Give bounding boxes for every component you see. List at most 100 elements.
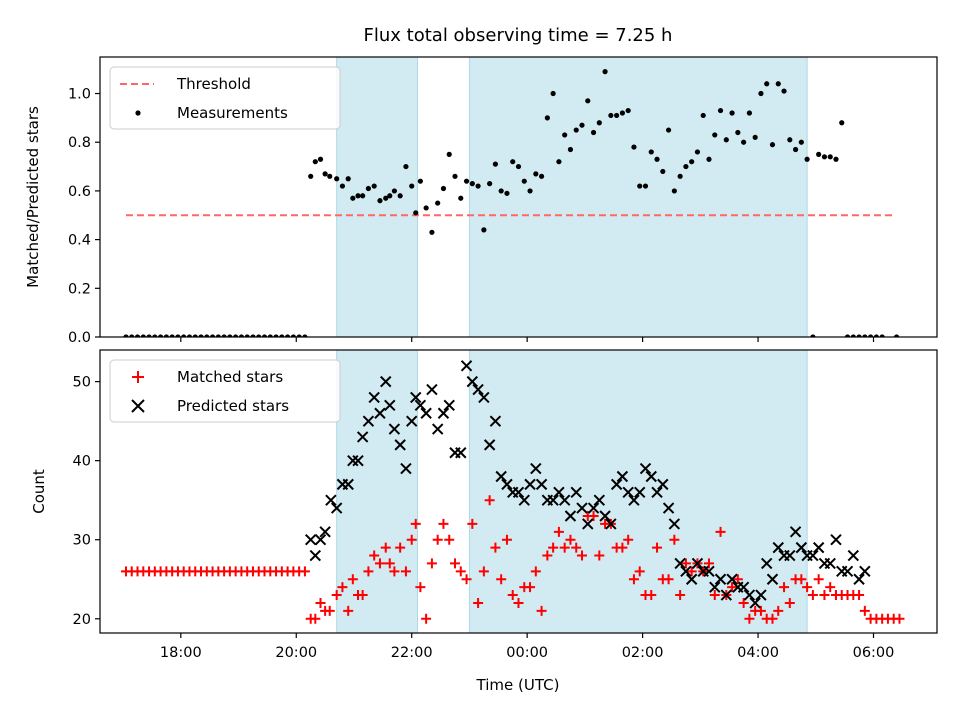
predicted-star-point	[410, 391, 422, 404]
measurement-point	[169, 334, 175, 337]
measurement-point	[602, 69, 608, 75]
measurement-point	[383, 195, 389, 201]
legend-label: Measurements	[177, 104, 288, 122]
y-tick-label: 0.2	[68, 281, 91, 297]
predicted-star-point	[518, 494, 530, 506]
matched-star-point	[559, 542, 570, 553]
measurement-point	[804, 156, 810, 162]
predicted-star-point	[530, 462, 542, 475]
matched-star-point	[703, 558, 714, 569]
predicted-star-point	[374, 407, 386, 419]
measurement-point	[423, 205, 429, 211]
matched-star-point	[686, 566, 697, 577]
x-tick-label: 18:00	[160, 645, 202, 661]
measurement-point	[873, 334, 879, 337]
matched-star-point	[478, 566, 489, 577]
measurement-point	[677, 173, 683, 179]
measurement-point	[322, 171, 328, 177]
matched-star-point	[755, 605, 766, 616]
matched-star-point	[859, 605, 870, 616]
matched-star-point	[542, 550, 553, 561]
predicted-star-point	[784, 549, 796, 562]
matched-star-point	[369, 550, 380, 561]
predicted-star-point	[847, 549, 860, 562]
measurement-point	[371, 183, 377, 189]
measurement-point	[186, 334, 193, 337]
y-axis-label: Count	[30, 469, 48, 514]
matched-star-point	[410, 518, 421, 529]
x-tick-label: 02:00	[622, 645, 664, 661]
measurement-point	[637, 183, 643, 189]
y-tick-label: 30	[73, 533, 91, 549]
predicted-star-point	[352, 454, 364, 467]
measurement-point	[391, 188, 397, 194]
measurement-point	[198, 334, 204, 337]
predicted-star-point	[761, 557, 773, 570]
measurement-point	[458, 195, 464, 201]
measurement-point	[296, 334, 302, 337]
predicted-star-point	[657, 478, 669, 491]
predicted-star-point	[576, 502, 588, 514]
matched-star-point	[374, 558, 385, 569]
predicted-star-point	[466, 375, 479, 388]
measurement-point	[129, 334, 135, 337]
predicted-star-point	[582, 518, 594, 530]
predicted-star-point	[460, 360, 473, 372]
predicted-star-point	[755, 589, 767, 601]
measurement-point	[562, 132, 568, 138]
predicted-star-point	[691, 557, 704, 570]
measurement-point	[355, 193, 361, 199]
predicted-star-point	[749, 597, 761, 609]
matched-star-point	[715, 526, 726, 537]
measurement-point	[209, 334, 216, 337]
predicted-star-point	[605, 518, 617, 530]
measurement-point	[339, 183, 346, 189]
measurement-point	[267, 334, 273, 337]
measurement-point	[792, 146, 799, 153]
x-axis-label: Time (UTC)	[476, 676, 560, 694]
plot-frame	[99, 349, 938, 634]
matched-star-point	[357, 590, 368, 601]
measurement-point	[397, 193, 403, 199]
matched-star-point	[738, 597, 749, 608]
predicted-star-point	[859, 565, 871, 578]
predicted-star-point	[362, 415, 375, 427]
matched-star-point	[324, 605, 335, 616]
measurement-point	[787, 137, 793, 143]
predicted-star-point	[483, 439, 496, 451]
measurement-point	[585, 98, 591, 104]
measurement-point	[538, 173, 545, 179]
measurement-point	[140, 334, 146, 337]
predicted-star-point	[662, 502, 675, 514]
predicted-star-point	[314, 534, 327, 546]
matched-star-point	[709, 590, 720, 601]
matched-star-point	[426, 558, 437, 569]
matched-star-point	[315, 597, 326, 608]
measurement-point	[158, 334, 164, 337]
measurement-point	[712, 132, 718, 138]
legend-measurement-marker	[135, 110, 141, 116]
measurement-point	[856, 334, 862, 337]
predicted-star-point	[599, 510, 611, 522]
predicted-star-point	[709, 581, 721, 593]
predicted-star-point	[853, 573, 865, 585]
predicted-star-point	[564, 510, 577, 522]
predicted-star-point	[309, 549, 322, 562]
measurement-point	[403, 163, 409, 170]
measurement-point	[163, 334, 169, 337]
predicted-star-point	[319, 526, 331, 538]
legend-predicted-marker	[131, 399, 145, 413]
measurement-point	[487, 181, 493, 187]
measurement-point	[614, 112, 620, 119]
measurement-point	[481, 227, 487, 233]
matched-star-point	[652, 542, 663, 553]
predicted-star-point	[789, 526, 802, 538]
legend-label: Predicted stars	[177, 397, 289, 415]
measurement-point	[452, 173, 458, 179]
measurement-point	[717, 107, 724, 114]
measurement-point	[413, 210, 419, 216]
measurement-point	[816, 151, 822, 157]
measurement-point	[764, 81, 770, 87]
predicted-star-point	[639, 462, 652, 475]
measurement-point	[862, 334, 868, 337]
